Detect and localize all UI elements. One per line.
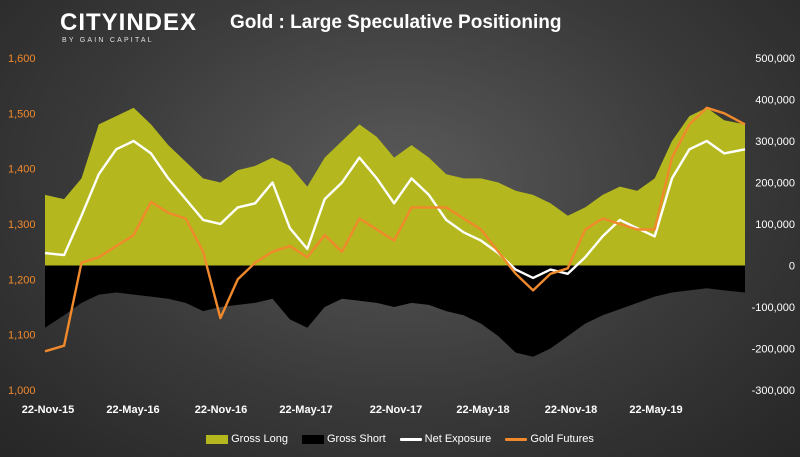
legend-label-gold-futures: Gold Futures — [530, 433, 594, 445]
series-net-exposure-line — [44, 139, 746, 280]
plot-area — [44, 106, 746, 357]
right-axis: -300,000 -200,000 -100,000 0 100,000 200,000 3… — [752, 53, 795, 397]
legend-label-gross-short: Gross Short — [326, 433, 386, 445]
legend-item-gold-futures: Gold Futures — [505, 433, 594, 445]
right-tick-label: 100,000 — [755, 219, 795, 231]
legend-swatch-net-exposure — [399, 437, 422, 441]
logo-wordmark: CITYINDEX — [60, 9, 198, 36]
logo-tagline: BY GAIN CAPITAL — [62, 37, 154, 44]
legend-item-gross-short: Gross Short — [301, 433, 386, 445]
series-gross-short-area — [45, 265, 745, 357]
x-tick-label: 22-May-17 — [279, 404, 332, 416]
series-gross-long-area — [45, 107, 745, 266]
x-tick-label: 22-Nov-16 — [195, 404, 248, 416]
legend-swatch-gross-long — [206, 434, 229, 444]
x-tick-label: 22-May-19 — [629, 404, 682, 416]
left-axis: 1,000 1,100 1,200 1,300 1,400 1,500 1,600 — [8, 53, 36, 397]
x-tick-label: 22-May-16 — [106, 404, 159, 416]
legend-swatch-gold-futures — [505, 437, 528, 441]
left-tick-label: 1,100 — [8, 330, 36, 342]
city-index-logo: CITYINDEX BY GAIN CAPITAL — [60, 9, 200, 45]
series-gold-futures-line — [44, 106, 746, 353]
right-tick-label: -100,000 — [752, 302, 795, 314]
legend-label-gross-long: Gross Long — [231, 433, 288, 445]
x-axis: 22-Nov-15 22-May-16 22-Nov-16 22-May-17 22-N… — [22, 404, 683, 416]
x-tick-label: 22-Nov-17 — [370, 404, 423, 416]
legend-label-net-exposure: Net Exposure — [424, 433, 492, 445]
x-tick-label: 22-May-18 — [456, 404, 509, 416]
chart-title: Gold : Large Speculative Positioning — [230, 12, 562, 33]
x-tick-label: 22-Nov-15 — [22, 404, 75, 416]
right-tick-label: 0 — [789, 261, 795, 273]
left-tick-label: 1,500 — [8, 108, 36, 120]
legend-swatch-gross-short — [301, 434, 324, 444]
right-tick-label: 500,000 — [755, 53, 795, 65]
x-tick-label: 22-Nov-18 — [545, 404, 598, 416]
right-tick-label: -300,000 — [752, 385, 795, 397]
right-tick-label: 200,000 — [755, 178, 795, 190]
right-tick-label: 400,000 — [755, 95, 795, 107]
left-tick-label: 1,000 — [8, 385, 36, 397]
right-tick-label: 300,000 — [755, 136, 795, 148]
left-tick-label: 1,400 — [8, 164, 36, 176]
left-tick-label: 1,600 — [8, 53, 36, 65]
left-tick-label: 1,200 — [8, 274, 36, 286]
right-tick-label: -200,000 — [752, 344, 795, 356]
left-tick-label: 1,300 — [8, 219, 36, 231]
legend-item-gross-long: Gross Long — [206, 433, 288, 445]
legend-item-net-exposure: Net Exposure — [399, 433, 492, 445]
chart-legend: Gross Long Gross Short Net Exposure Gold… — [0, 433, 800, 445]
